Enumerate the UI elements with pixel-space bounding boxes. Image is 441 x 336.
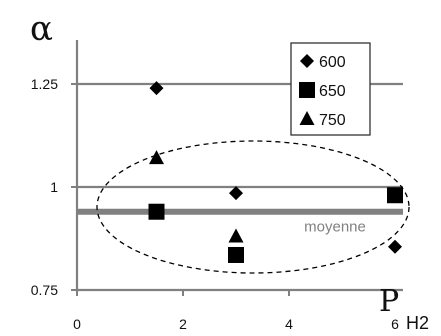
dashed-ellipse-group bbox=[96, 140, 410, 274]
point-750-1 bbox=[228, 228, 244, 243]
reference-line-group: moyenne bbox=[77, 208, 403, 236]
x-tick-label-3: 6 bbox=[391, 316, 399, 332]
x-axis-title-subscript: H2 bbox=[406, 313, 429, 333]
tick-labels: 0 2 4 6 0.75 1 1.25 bbox=[31, 76, 399, 332]
x-tick-label-1: 2 bbox=[179, 316, 187, 332]
data-points bbox=[148, 81, 403, 263]
point-650-0 bbox=[148, 203, 165, 220]
legend-marker-750 bbox=[299, 111, 315, 125]
x-tick-label-2: 4 bbox=[285, 316, 293, 332]
axis-titles: α P H2 bbox=[30, 9, 429, 333]
axes bbox=[71, 40, 403, 296]
point-600-1 bbox=[229, 186, 243, 201]
legend-marker-650 bbox=[299, 82, 315, 98]
y-tick-label-0: 0.75 bbox=[31, 282, 58, 298]
dashed-ellipse bbox=[96, 140, 410, 274]
y-tick-label-1: 1 bbox=[50, 179, 58, 195]
x-tick-label-0: 0 bbox=[73, 316, 81, 332]
legend-label-750: 750 bbox=[319, 112, 346, 129]
reference-line-label: moyenne bbox=[304, 219, 366, 236]
point-650-1 bbox=[228, 246, 244, 263]
y-axis-title: α bbox=[30, 9, 53, 49]
point-650-2 bbox=[387, 187, 403, 204]
point-600-0 bbox=[149, 81, 164, 96]
legend-label-600: 600 bbox=[319, 54, 346, 71]
legend-marker-600 bbox=[300, 54, 314, 68]
legend: 600 650 750 bbox=[290, 42, 371, 136]
y-tick-label-2: 1.25 bbox=[31, 76, 58, 92]
point-750-0 bbox=[149, 150, 164, 165]
legend-label-650: 650 bbox=[319, 83, 346, 100]
x-axis-title: P bbox=[379, 284, 399, 319]
point-600-2 bbox=[388, 239, 402, 254]
